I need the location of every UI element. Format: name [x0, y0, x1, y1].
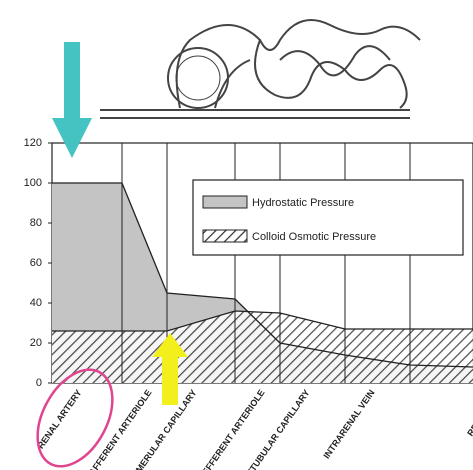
- legend: Hydrostatic Pressure Colloid Osmotic Pre…: [193, 180, 463, 255]
- y-tick-label: 80: [30, 217, 42, 229]
- legend-swatch: [203, 196, 247, 208]
- y-tick-label: 20: [30, 337, 42, 349]
- legend-box: [193, 180, 463, 255]
- x-tick-label: INTRARENAL VEIN: [321, 388, 376, 461]
- x-tick-label: GLOMERULAR CAPILLARY: [123, 388, 199, 470]
- chart: 020406080100120RENAL ARTERYAFFERENT ARTE…: [0, 0, 473, 470]
- teal-arrow: [52, 42, 92, 158]
- y-tick-label: 40: [30, 297, 42, 309]
- x-tick-label: RENAL ARTERY: [35, 388, 83, 451]
- y-tick-label: 0: [36, 377, 42, 389]
- y-tick-label: 100: [24, 177, 42, 189]
- y-tick-label: 120: [24, 137, 42, 149]
- page: {"chart_data": {"type": "area", "categor…: [0, 0, 473, 470]
- legend-swatch: [203, 230, 247, 242]
- legend-label: Hydrostatic Pressure: [252, 197, 354, 209]
- y-tick-label: 60: [30, 257, 42, 269]
- x-tick-label: PERITUBULAR CAPILLARY: [236, 388, 312, 470]
- legend-label: Colloid Osmotic Pressure: [252, 231, 376, 243]
- x-tick-label: RENAL VEIN: [465, 388, 473, 438]
- nephron-drawing: [100, 20, 420, 118]
